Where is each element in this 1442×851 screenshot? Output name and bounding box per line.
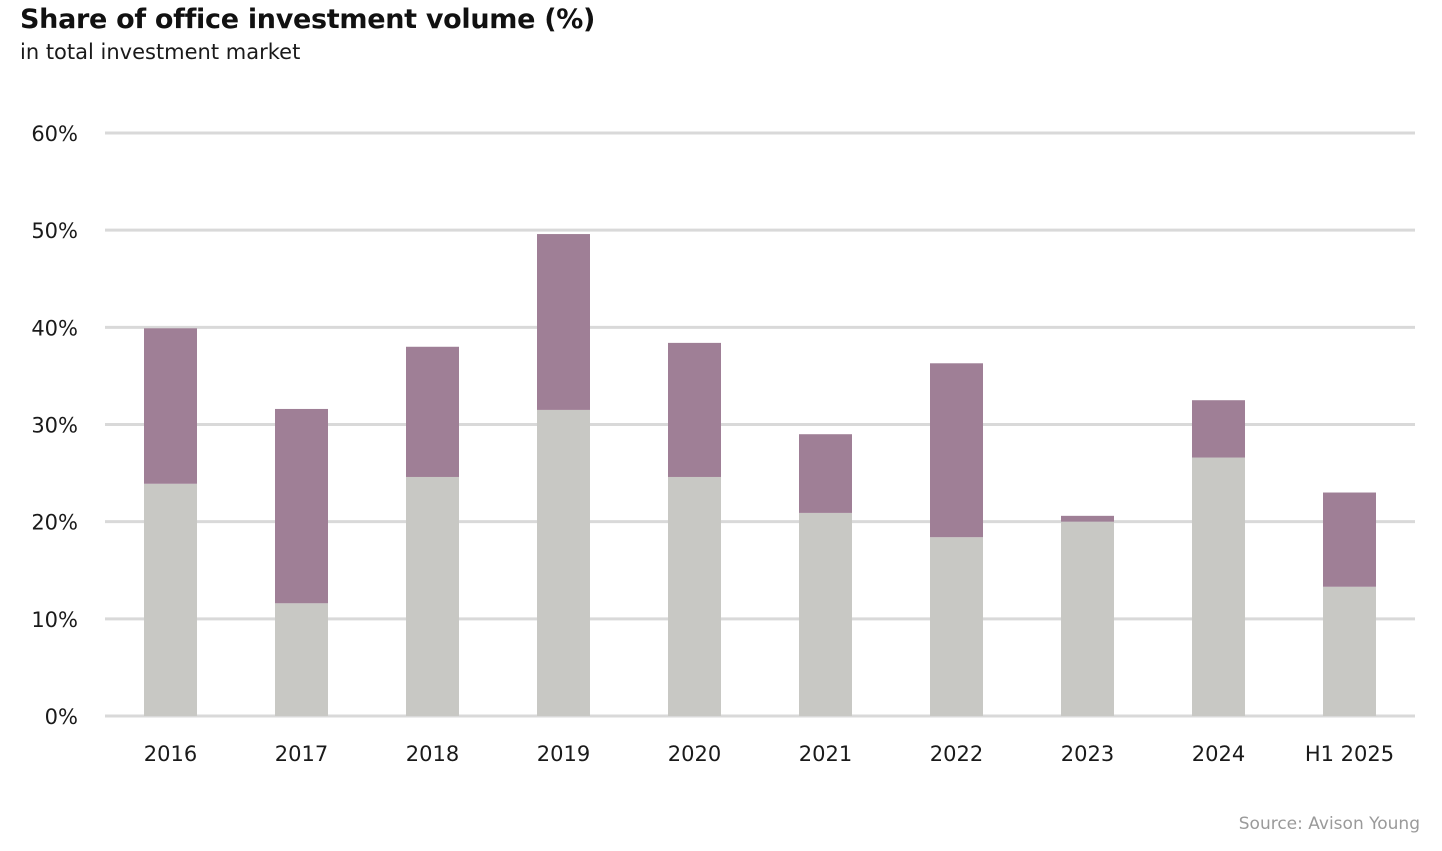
source-note: Source: Avison Young — [1238, 814, 1420, 834]
bar-segment-base — [1192, 457, 1245, 716]
bar-segment-top — [1192, 400, 1245, 458]
y-tick-label: 0% — [45, 705, 78, 729]
x-tick-label: 2018 — [406, 742, 459, 766]
x-tick-label: 2017 — [275, 742, 328, 766]
bar-segment-base — [1323, 586, 1376, 716]
x-tick-label: 2024 — [1192, 742, 1245, 766]
x-tick-label: 2021 — [799, 742, 852, 766]
chart-title: Share of office investment volume (%) — [20, 4, 596, 35]
bar-segment-top — [668, 342, 721, 477]
y-tick-label: 30% — [31, 414, 78, 438]
bar-segment-base — [406, 476, 459, 716]
y-axis-tick-labels: 0% 10% 20% 30% 40% 50% 60% — [31, 122, 78, 729]
y-tick-label: 60% — [31, 122, 78, 146]
y-tick-label: 20% — [31, 511, 78, 535]
y-tick-label: 40% — [31, 316, 78, 340]
x-tick-label: 2020 — [668, 742, 721, 766]
bar-segment-top — [406, 346, 459, 477]
bar-segment-top — [1323, 492, 1376, 587]
bar-segment-top — [1061, 515, 1114, 522]
bar-segment-top — [930, 363, 983, 538]
bar-segment-top — [537, 234, 590, 410]
bar-segment-top — [799, 434, 852, 513]
bar-segment-top — [275, 408, 328, 604]
bar-segment-base — [1061, 521, 1114, 716]
bar-segment-base — [537, 409, 590, 716]
y-tick-label: 10% — [31, 608, 78, 632]
bar-segment-base — [275, 603, 328, 716]
bar-segment-base — [668, 476, 721, 716]
x-tick-label: 2023 — [1061, 742, 1114, 766]
y-tick-label: 50% — [31, 219, 78, 243]
bar-segment-base — [144, 483, 197, 716]
bars — [144, 234, 1376, 716]
bar-segment-base — [930, 537, 983, 716]
x-tick-label: 2016 — [144, 742, 197, 766]
x-axis-tick-labels: 2016 2017 2018 2019 2020 2021 2022 2023 2024 H1 2… — [144, 742, 1394, 766]
chart-subtitle: in total investment market — [20, 40, 301, 64]
x-tick-label: H1 2025 — [1305, 742, 1394, 766]
bar-segment-base — [799, 512, 852, 716]
bar-segment-top — [144, 328, 197, 484]
x-tick-label: 2022 — [930, 742, 983, 766]
x-tick-label: 2019 — [537, 742, 590, 766]
